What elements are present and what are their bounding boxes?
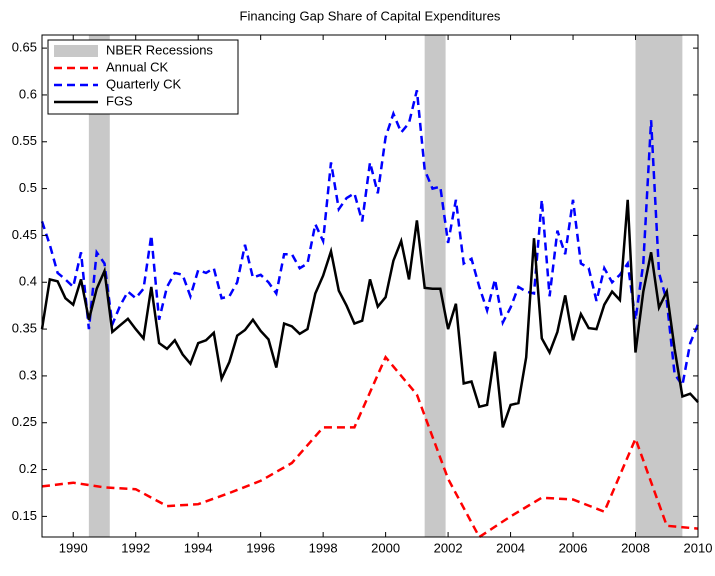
recession-band (424, 35, 446, 537)
y-tick-label: 0.45 (12, 227, 37, 242)
y-tick-label: 0.15 (12, 508, 37, 523)
legend-label: Quarterly CK (106, 76, 181, 91)
y-tick-label: 0.35 (12, 321, 37, 336)
plot-frame (41, 34, 699, 538)
x-tick-label: 2002 (434, 540, 463, 555)
x-tick-label: 2008 (621, 540, 650, 555)
legend-label: NBER Recessions (106, 42, 213, 57)
legend-label: Annual CK (106, 59, 168, 74)
series-line (41, 354, 699, 539)
y-tick-label: 0.25 (12, 414, 37, 429)
x-tick-label: 2010 (684, 540, 713, 555)
x-tick-label: 2006 (559, 540, 588, 555)
x-tick-label: 1992 (121, 540, 150, 555)
x-tick-label: 2004 (496, 540, 525, 555)
legend-label: FGS (106, 93, 133, 108)
y-tick-label: 0.5 (19, 180, 37, 195)
y-tick-label: 0.6 (19, 86, 37, 101)
x-tick-label: 2000 (371, 540, 400, 555)
y-tick-label: 0.55 (12, 133, 37, 148)
series-line (40, 90, 700, 389)
y-tick-label: 0.3 (19, 367, 37, 382)
y-tick-label: 0.65 (12, 40, 37, 55)
series-line (40, 199, 699, 428)
x-tick-label: 1996 (246, 540, 275, 555)
x-tick-label: 1990 (59, 540, 88, 555)
x-tick-label: 1998 (309, 540, 338, 555)
recession-band (88, 35, 110, 537)
y-tick-label: 0.4 (19, 274, 37, 289)
chart-title: Financing Gap Share of Capital Expenditu… (240, 8, 501, 23)
x-tick-label: 1994 (184, 540, 213, 555)
legend-swatch (54, 45, 98, 57)
y-tick-label: 0.2 (19, 461, 37, 476)
